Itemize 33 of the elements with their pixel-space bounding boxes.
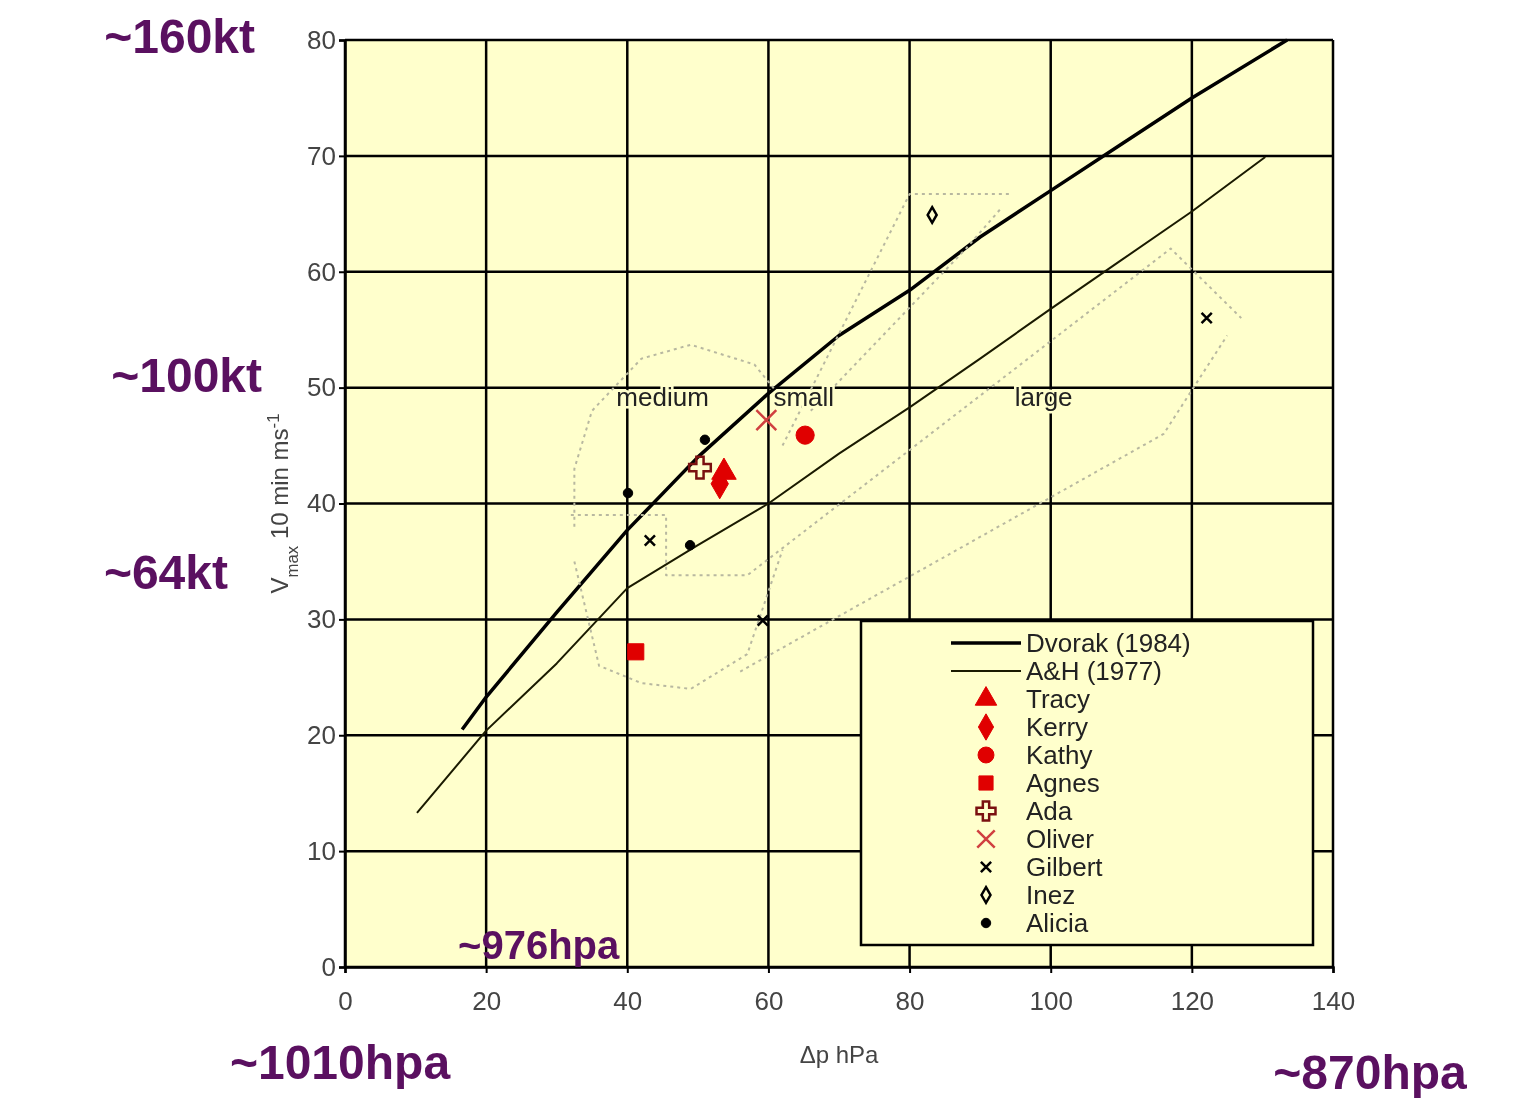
annotation: small (773, 381, 835, 412)
legend-label: Oliver (1026, 824, 1095, 855)
legend-label: Kathy (1026, 740, 1093, 771)
legend-label: Dvorak (1984) (1026, 628, 1191, 659)
x-tick-label: 80 (895, 985, 925, 1016)
legend-label: Tracy (1026, 684, 1091, 715)
y-tick-label: 20 (307, 720, 336, 751)
y-tick-label: 10 (307, 835, 336, 866)
y-tick-label: 40 (307, 488, 336, 519)
y-tick-label: 0 (321, 951, 336, 982)
y-tick-label: 70 (307, 140, 336, 171)
legend-label: Gilbert (1026, 852, 1104, 883)
y-tick-label: 60 (307, 256, 336, 287)
text: ~1010hpa (229, 1035, 451, 1089)
legend-label: Alicia (1026, 908, 1089, 939)
legend-label: A&H (1977) (1026, 656, 1162, 687)
legend-label: Ada (1026, 796, 1073, 827)
x-tick-label: 60 (754, 985, 784, 1016)
y-tick-label: 30 (307, 604, 336, 635)
y-tick-label: 80 (307, 24, 336, 55)
x-tick-label: 20 (472, 985, 502, 1016)
y-tick-label: 50 (307, 372, 336, 403)
text: ~100kt (111, 348, 263, 402)
x-tick-label: 140 (1311, 985, 1356, 1016)
x-axis-title: Δp hPa (799, 1041, 880, 1068)
legend-label: Inez (1026, 880, 1076, 911)
text: ~160kt (104, 9, 256, 63)
x-tick-label: 120 (1170, 985, 1215, 1016)
x-tick-label: 100 (1029, 985, 1073, 1016)
legend-label: Kerry (1026, 712, 1089, 743)
x-tick-label: 40 (613, 985, 643, 1016)
legend-label: Agnes (1026, 768, 1100, 799)
text: ~64kt (103, 545, 229, 599)
